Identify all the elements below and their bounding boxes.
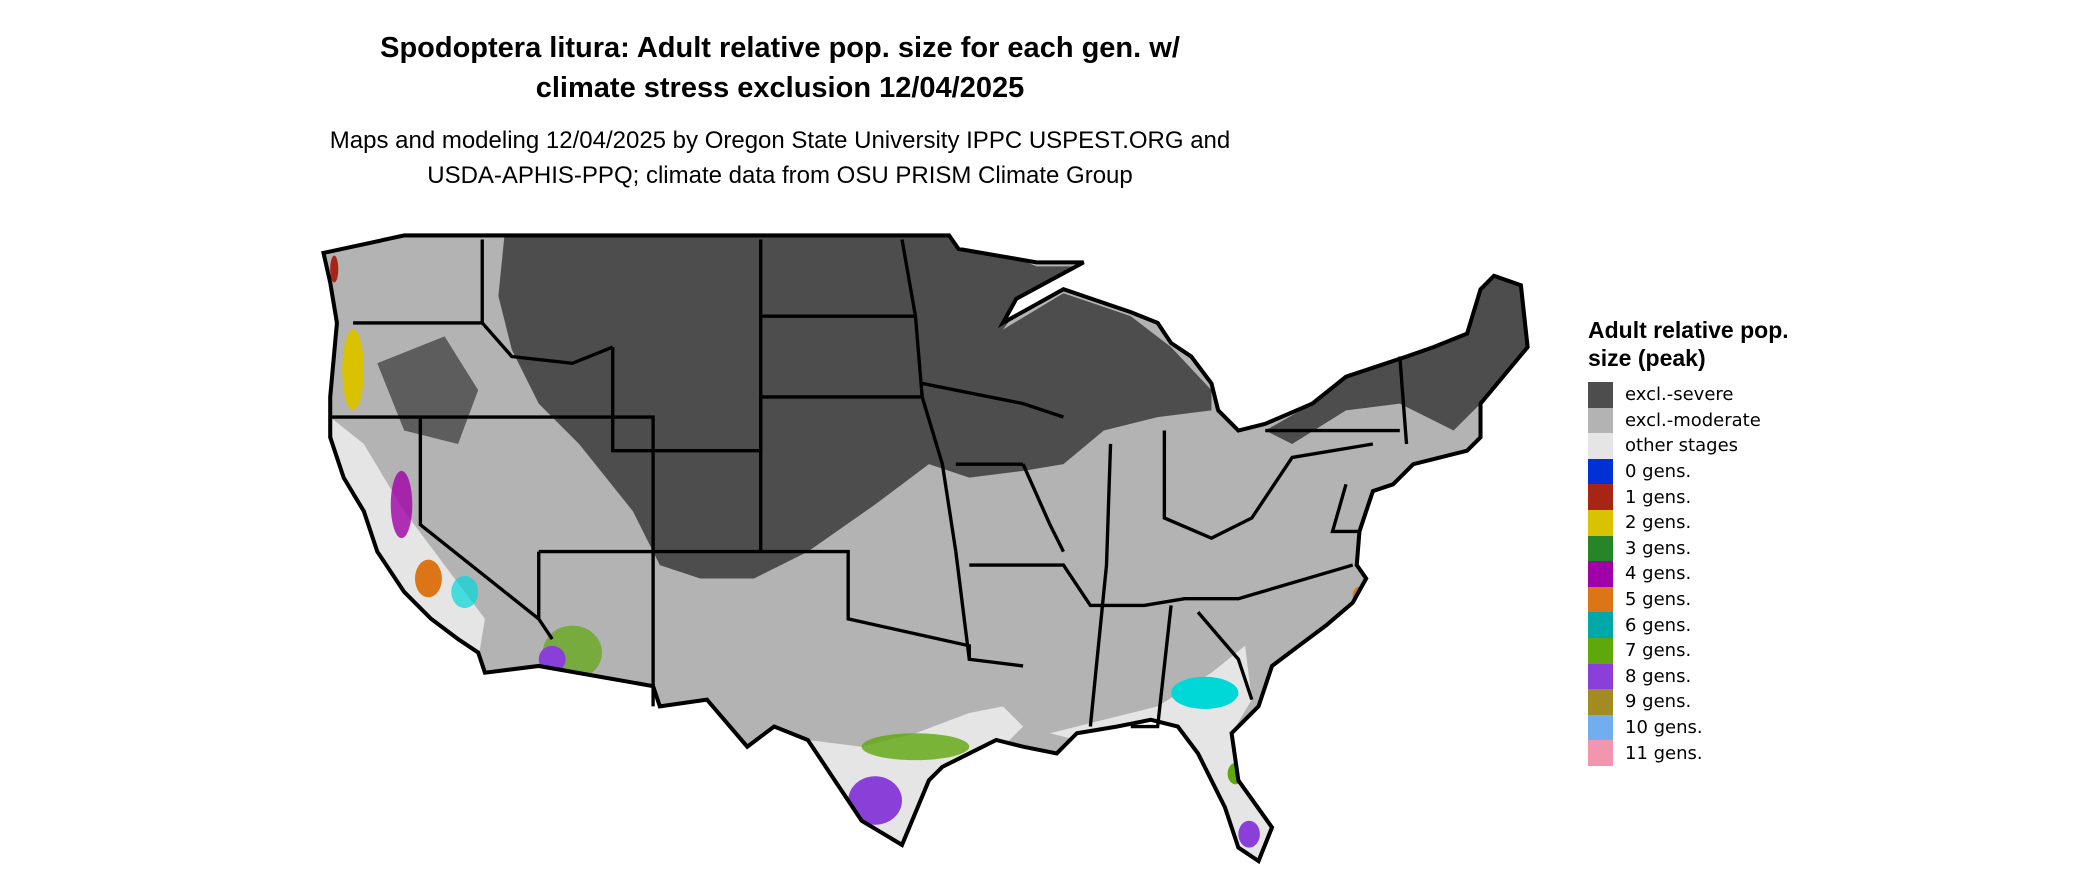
- gen-6-patch: [451, 575, 479, 609]
- legend-swatch: [1588, 740, 1613, 766]
- legend-swatch: [1588, 407, 1613, 434]
- legend-swatch: [1588, 484, 1613, 510]
- gen-6-patch-georgia: [1171, 676, 1239, 710]
- legend-label: 1 gens.: [1625, 486, 1692, 508]
- legend-item: 7 gens.: [1588, 637, 1808, 664]
- legend-label: 6 gens.: [1625, 614, 1692, 636]
- legend: Adult relative pop. size (peak) excl.-se…: [1588, 316, 1808, 766]
- legend-title: Adult relative pop. size (peak): [1588, 317, 1789, 371]
- legend-label: excl.-severe: [1625, 384, 1734, 406]
- map-title-line-2: climate stress exclusion 12/04/2025: [535, 72, 1025, 104]
- map-subtitle: Maps and modeling 12/04/2025 by Oregon S…: [0, 123, 1560, 193]
- legend-swatch: [1588, 637, 1613, 664]
- gen-4-patch: [390, 470, 413, 539]
- legend-swatch: [1588, 612, 1613, 638]
- map-title: Spodoptera litura: Adult relative pop. s…: [0, 28, 1560, 108]
- legend-items: excl.-severe excl.-moderate other stages 0 …: [1588, 382, 1808, 766]
- legend-label: 9 gens.: [1625, 691, 1692, 713]
- legend-item: 6 gens.: [1588, 612, 1808, 638]
- legend-label: 5 gens.: [1625, 589, 1692, 611]
- gen-2-patch: [342, 329, 364, 411]
- legend-label: 0 gens.: [1625, 461, 1692, 483]
- legend-label: other stages: [1625, 435, 1739, 457]
- legend-label: 8 gens.: [1625, 665, 1692, 687]
- legend-label: 11 gens.: [1625, 742, 1703, 764]
- legend-item: 9 gens.: [1588, 689, 1808, 715]
- legend-swatch: [1588, 382, 1613, 408]
- gen-1-patch: [330, 255, 339, 283]
- excl-severe-region-north: [498, 235, 1212, 579]
- legend-item: 3 gens.: [1588, 535, 1808, 562]
- map-subtitle-line-1: Maps and modeling 12/04/2025 by Oregon S…: [329, 127, 1231, 154]
- legend-label: 4 gens.: [1625, 563, 1692, 585]
- legend-swatch: [1588, 714, 1613, 741]
- map-title-line-1: Spodoptera litura: Adult relative pop. s…: [380, 32, 1180, 64]
- legend-item: excl.-moderate: [1588, 407, 1808, 434]
- legend-swatch: [1588, 509, 1613, 536]
- gen-7-patch-texas: [861, 733, 970, 761]
- legend-swatch: [1588, 663, 1613, 690]
- legend-item: 1 gens.: [1588, 484, 1808, 510]
- legend-item: 5 gens.: [1588, 586, 1808, 613]
- other-stages-region-california: [330, 417, 485, 660]
- legend-label: 7 gens.: [1625, 640, 1692, 662]
- legend-label: 10 gens.: [1625, 717, 1703, 739]
- gen-8-patch-texas: [848, 776, 903, 825]
- legend-item: 11 gens.: [1588, 740, 1808, 766]
- legend-label: excl.-moderate: [1625, 409, 1761, 431]
- legend-item: 2 gens.: [1588, 509, 1808, 536]
- legend-swatch: [1588, 689, 1613, 715]
- legend-swatch: [1588, 586, 1613, 613]
- legend-swatch: [1588, 433, 1613, 459]
- legend-item: 10 gens.: [1588, 714, 1808, 741]
- legend-swatch: [1588, 535, 1613, 562]
- gen-8-patch-florida: [1238, 820, 1260, 848]
- legend-item: other stages: [1588, 433, 1808, 459]
- legend-swatch: [1588, 561, 1613, 587]
- state-borders: [323, 235, 1527, 861]
- legend-item: 8 gens.: [1588, 663, 1808, 690]
- legend-swatch: [1588, 458, 1613, 485]
- legend-label: 2 gens.: [1625, 512, 1692, 534]
- legend-item: 0 gens.: [1588, 458, 1808, 485]
- legend-label: 3 gens.: [1625, 537, 1692, 559]
- legend-item: 4 gens.: [1588, 561, 1808, 587]
- gen-5-patch: [414, 559, 442, 598]
- legend-item: excl.-severe: [1588, 382, 1808, 408]
- map-subtitle-line-2: USDA-APHIS-PPQ; climate data from OSU PR…: [427, 162, 1133, 189]
